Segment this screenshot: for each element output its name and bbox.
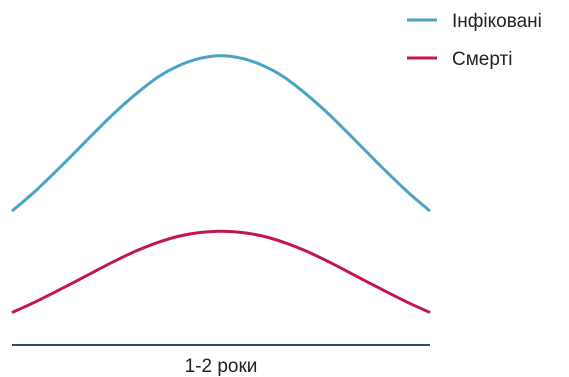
series-line-0 xyxy=(11,54,431,213)
legend-item-0: Інфіковані xyxy=(407,11,542,32)
legend-item-1: Смерті xyxy=(407,49,512,70)
legend-label-1: Смерті xyxy=(452,49,512,70)
x-axis-label: 1-2 роки xyxy=(185,356,258,377)
series-layer xyxy=(11,54,431,314)
series-line-1 xyxy=(11,229,431,314)
legend-label-0: Інфіковані xyxy=(452,11,542,32)
legend: Інфіковані Смерті xyxy=(407,11,542,70)
